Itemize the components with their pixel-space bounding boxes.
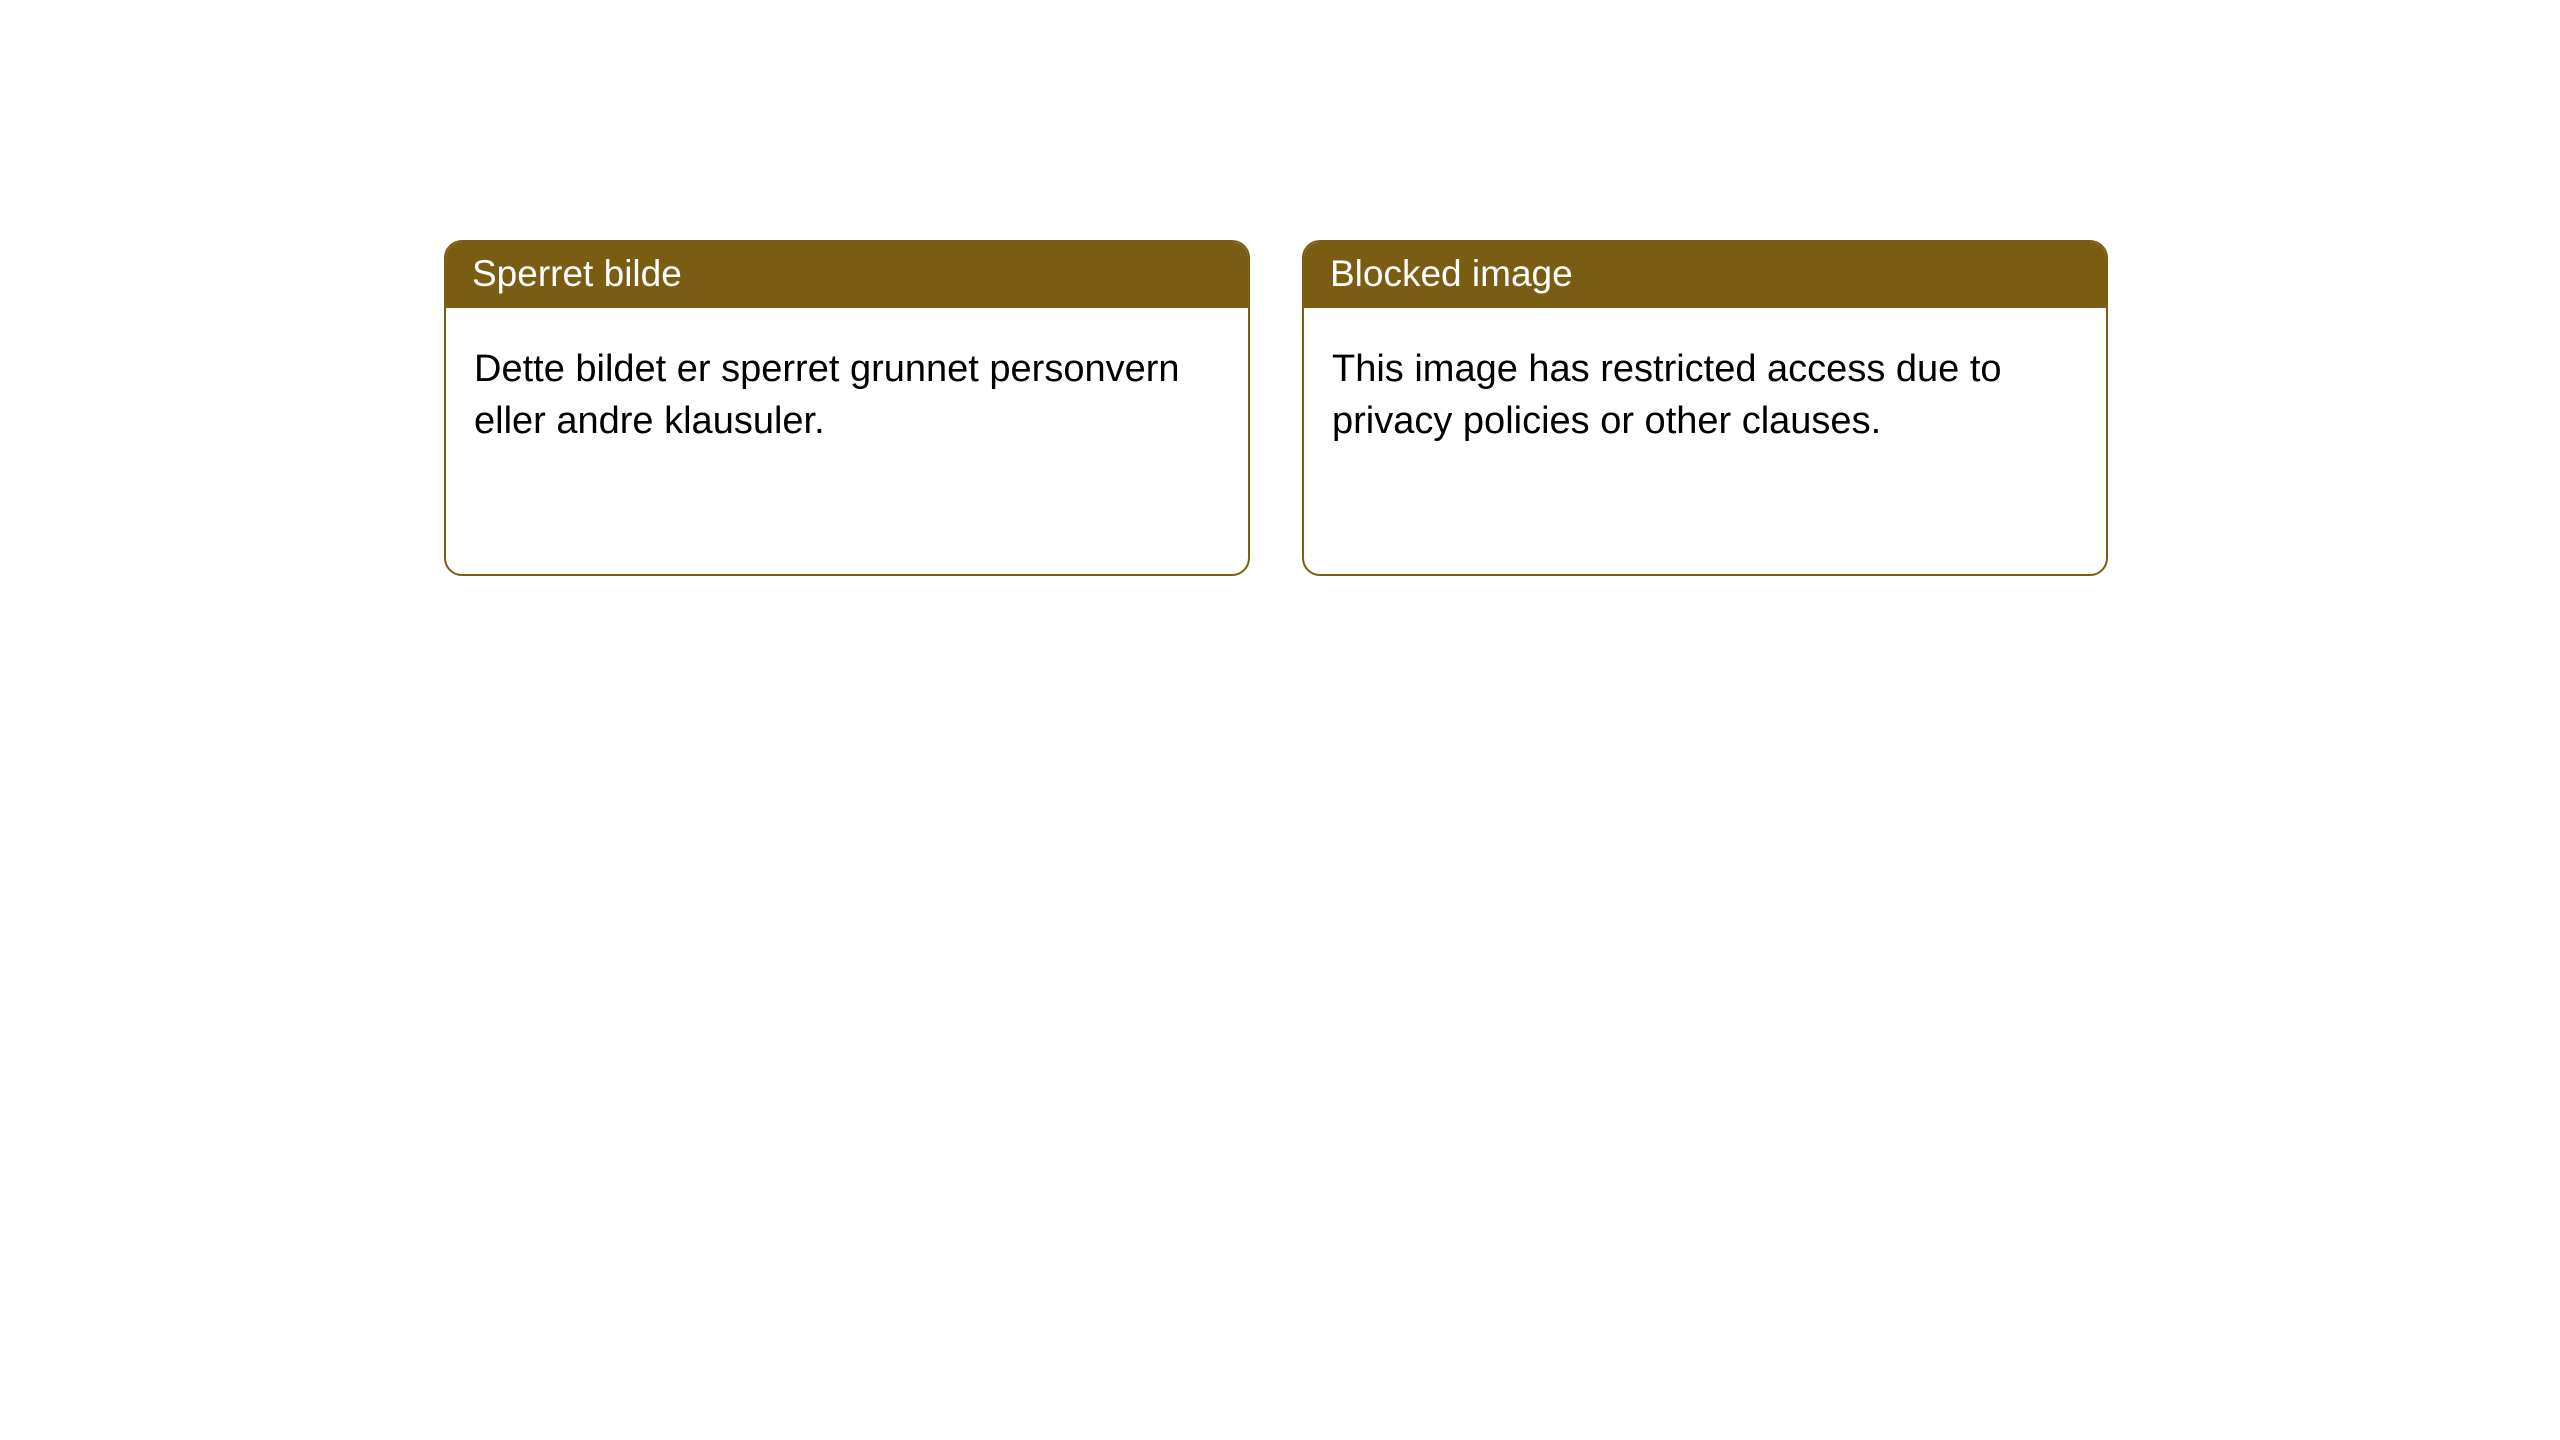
notice-card-no: Sperret bilde Dette bildet er sperret gr… bbox=[444, 240, 1250, 576]
notice-title-no: Sperret bilde bbox=[446, 242, 1248, 308]
notice-body-en: This image has restricted access due to … bbox=[1304, 308, 2106, 483]
notice-card-en: Blocked image This image has restricted … bbox=[1302, 240, 2108, 576]
notice-container: Sperret bilde Dette bildet er sperret gr… bbox=[0, 0, 2560, 576]
notice-title-en: Blocked image bbox=[1304, 242, 2106, 308]
notice-body-no: Dette bildet er sperret grunnet personve… bbox=[446, 308, 1248, 483]
